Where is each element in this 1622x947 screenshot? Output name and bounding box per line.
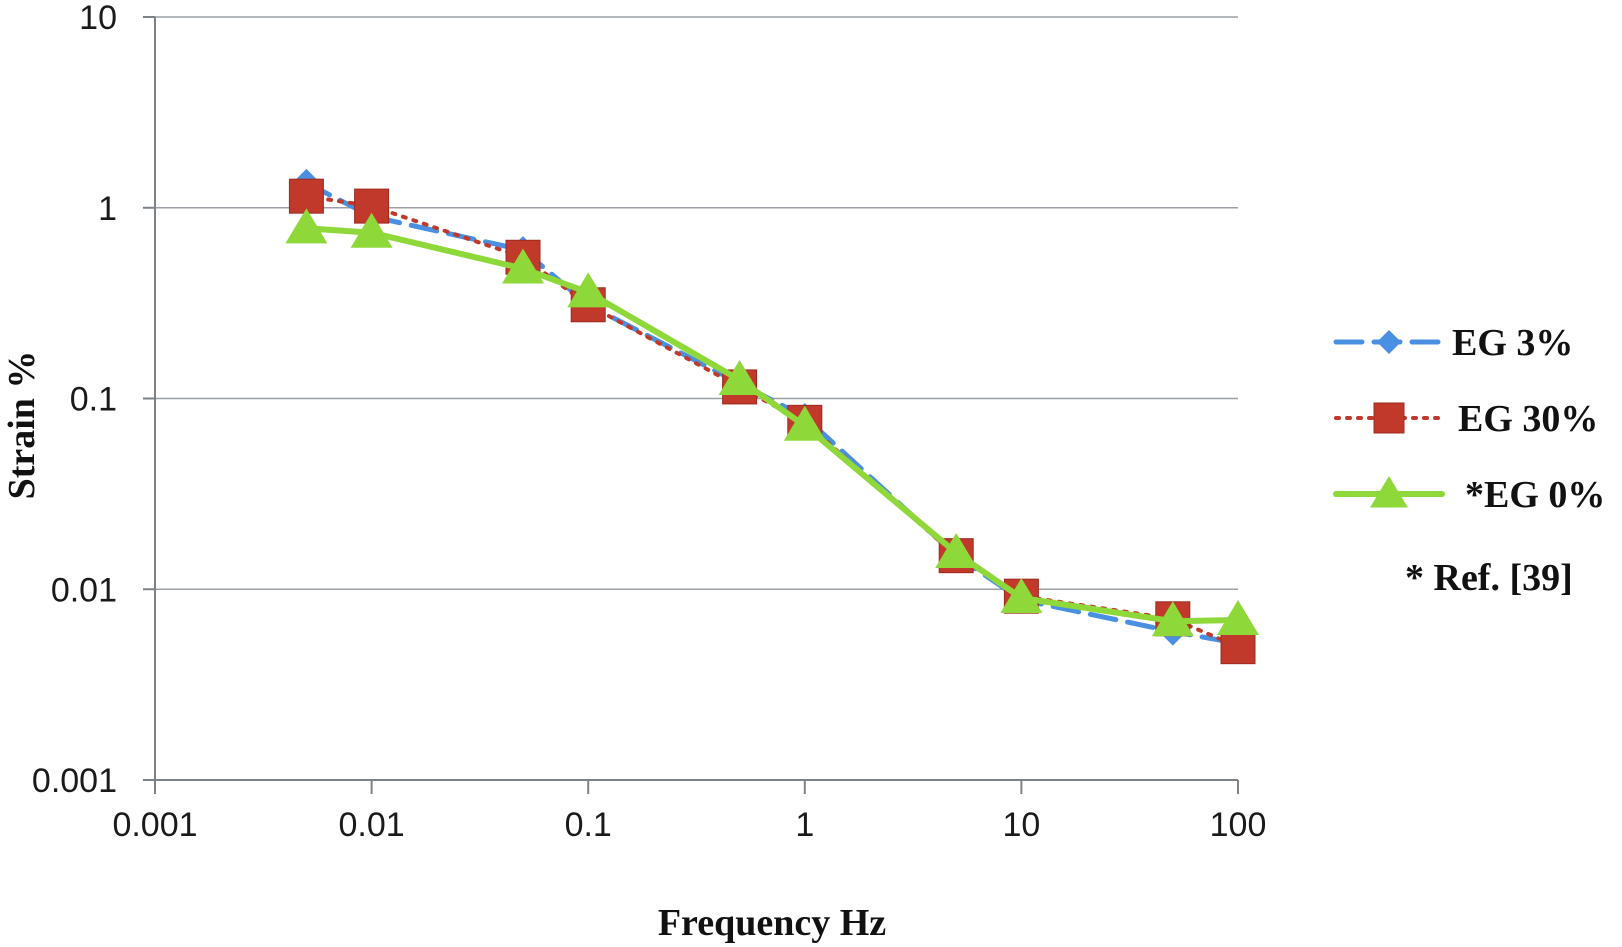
data-point-triangle	[1151, 601, 1194, 637]
y-tick-label: 1	[98, 190, 117, 228]
data-point-triangle	[1370, 476, 1408, 508]
data-point-square	[1220, 629, 1256, 665]
data-point-triangle	[501, 248, 544, 284]
data-point-triangle	[783, 405, 826, 441]
gridlines	[155, 16, 1238, 590]
data-point-diamond	[1377, 330, 1401, 354]
y-tick-label: 0.001	[32, 762, 117, 800]
legend-note: * Ref. [39]	[1405, 557, 1573, 599]
y-tick-label: 10	[79, 0, 117, 37]
legend-entry: EG 3%	[1333, 322, 1573, 364]
legend-entry: *EG 0%	[1333, 474, 1605, 516]
data-point-triangle	[935, 532, 978, 568]
tick-labels: 0.001 0.01 0.1 1 10 0.001 0.01 0.1 1 10 100	[32, 0, 1266, 844]
x-tick-label: 100	[1210, 806, 1267, 844]
data-point-triangle	[1217, 599, 1259, 635]
series-line	[304, 194, 1240, 649]
data-point-triangle	[285, 208, 328, 244]
legend-label: *EG 0%	[1465, 474, 1605, 516]
x-tick-label: 0.1	[565, 806, 612, 844]
legend-label: EG 30%	[1458, 398, 1598, 440]
series-0	[292, 168, 1252, 658]
series-line	[303, 225, 1241, 625]
data-point-triangle	[1000, 577, 1043, 613]
x-tick-label: 0.01	[339, 806, 405, 844]
data-point-square	[1373, 402, 1405, 434]
legend-entry: EG 30%	[1334, 398, 1598, 440]
series-2	[285, 208, 1259, 637]
data-point-triangle	[567, 272, 610, 308]
y-tick-label: 0.01	[51, 571, 117, 609]
series-1	[288, 178, 1256, 665]
y-tick-label: 0.1	[70, 381, 117, 419]
data-point-triangle	[718, 360, 761, 396]
x-axis-title: Frequency Hz	[658, 902, 886, 944]
x-tick-label: 10	[1002, 806, 1040, 844]
series-layer	[285, 168, 1259, 665]
x-tick-label: 1	[795, 806, 814, 844]
x-tick-label: 0.001	[112, 806, 197, 844]
data-point-triangle	[350, 212, 393, 248]
legend: EG 3% EG 30% *EG 0%	[1333, 322, 1605, 516]
axes	[143, 16, 1239, 794]
data-point-square	[288, 178, 324, 214]
legend-label: EG 3%	[1452, 322, 1573, 364]
y-axis-title: Strain %	[1, 351, 43, 500]
